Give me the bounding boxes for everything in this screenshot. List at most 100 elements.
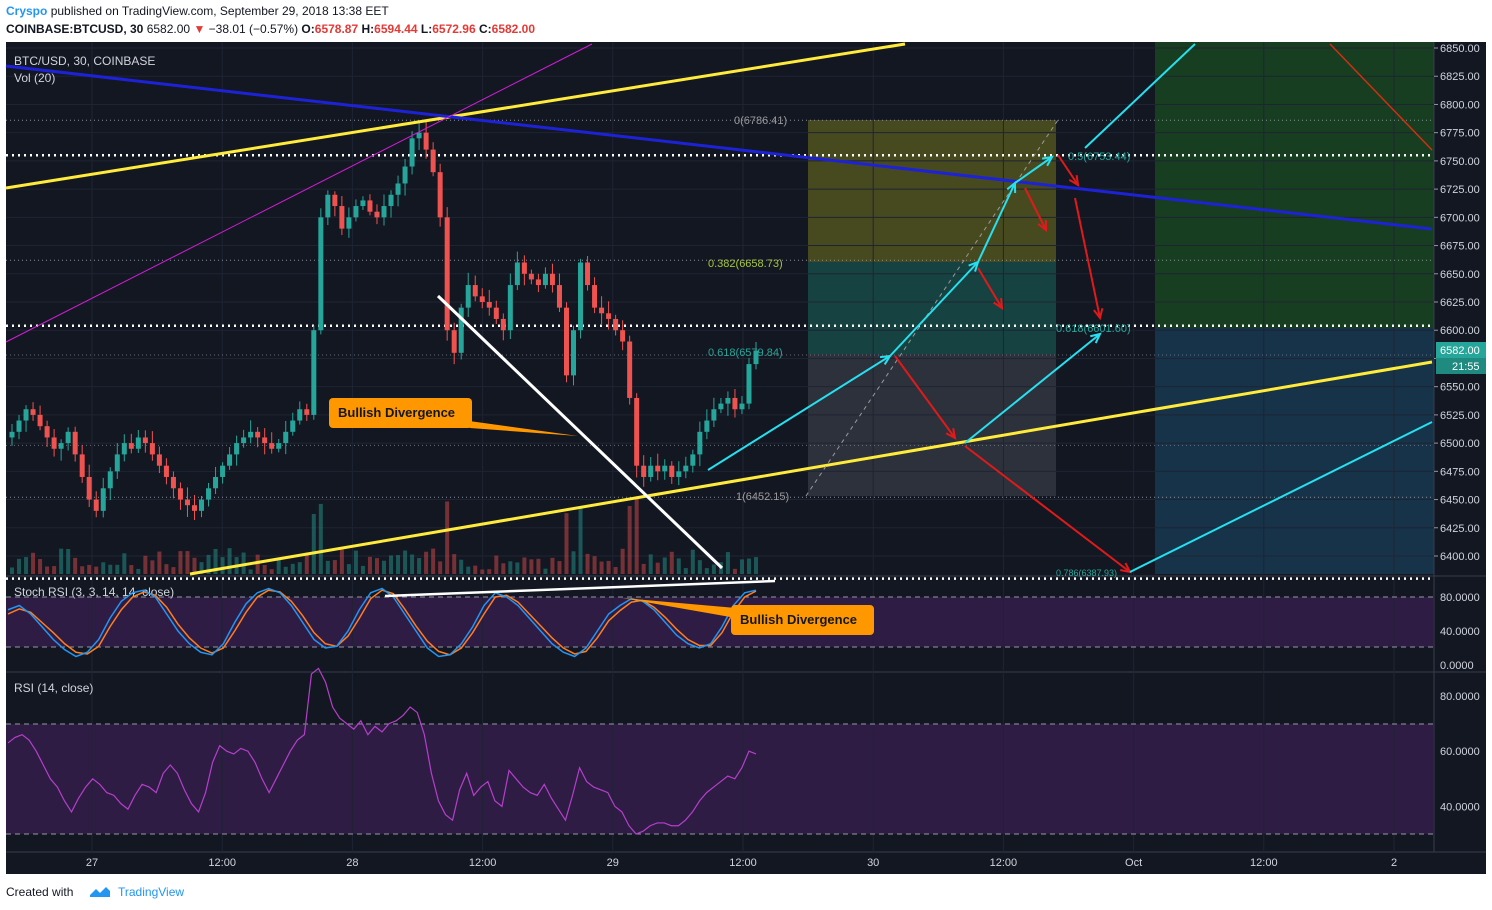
stoch-rsi-lines xyxy=(7,587,757,658)
candle-body xyxy=(297,409,303,421)
candle-body xyxy=(16,420,22,432)
volume-bar xyxy=(445,501,450,574)
volume-bar xyxy=(353,550,358,574)
candle-body xyxy=(339,206,345,229)
volume-bar xyxy=(73,557,78,574)
volume-bar xyxy=(283,566,288,574)
tradingview-link[interactable]: TradingView xyxy=(118,885,185,899)
candle-body xyxy=(79,454,85,477)
volume-bar xyxy=(248,569,253,574)
candle-body xyxy=(585,262,591,286)
time-tick-label: 28 xyxy=(346,857,358,869)
volume-bar xyxy=(389,555,394,574)
candle-body xyxy=(177,488,183,500)
candle-body xyxy=(493,307,499,319)
candle-body xyxy=(30,409,36,415)
candle-body xyxy=(739,403,745,410)
candle-body xyxy=(283,431,289,444)
volume-bar xyxy=(178,551,183,574)
price-tick-label: 6400.00 xyxy=(1440,551,1480,563)
candle-body xyxy=(381,206,387,218)
candle-body xyxy=(51,437,57,449)
price-axis[interactable]: 6850.00 6825.00 6800.00 6775.00 6750.00 6725.… xyxy=(1434,43,1480,563)
trendline-blue[interactable] xyxy=(5,64,1433,231)
time-tick-label: 12:00 xyxy=(729,857,757,869)
price-tick-label: 6450.00 xyxy=(1440,495,1480,507)
fib-label-0618b: 0.618(6601.60) xyxy=(1056,323,1131,335)
arrow-line xyxy=(964,445,1131,573)
candle-body xyxy=(44,426,50,438)
volume-bar xyxy=(17,558,22,574)
candle-body xyxy=(746,364,752,404)
volume-bar xyxy=(290,563,295,574)
candle-body xyxy=(444,217,450,331)
volume-bar xyxy=(311,513,316,574)
cyan-line-up xyxy=(1084,43,1196,149)
volume-bar xyxy=(585,553,590,574)
footer: Created with TradingView xyxy=(0,874,1492,910)
volume-bar xyxy=(655,562,660,574)
volume-bar xyxy=(732,568,737,574)
candle-body xyxy=(472,285,478,297)
volume-bar xyxy=(725,552,730,574)
candle-body xyxy=(458,307,464,353)
volume-bar xyxy=(578,507,583,574)
candle-body xyxy=(374,211,380,218)
trendline-white[interactable] xyxy=(436,294,724,570)
volume-bar xyxy=(746,558,751,574)
volume-bar xyxy=(641,563,646,574)
volume-bar xyxy=(529,559,534,574)
candle-body xyxy=(255,431,261,438)
time-axis[interactable]: 27 12:00 28 12:00 29 12:00 30 12:00 Oct 12:00 2 xyxy=(86,857,1397,869)
volume-bar xyxy=(599,561,604,574)
candle-body xyxy=(465,285,471,308)
callout-box-main[interactable] xyxy=(329,398,472,428)
projection-arrows-cyan xyxy=(707,155,1102,471)
volume-bar xyxy=(466,566,471,574)
price-tick-label: 6425.00 xyxy=(1440,523,1480,535)
callout-box-stoch[interactable] xyxy=(731,605,874,635)
candle-body xyxy=(318,217,324,331)
channel-line-magenta[interactable] xyxy=(5,43,593,343)
candle-body xyxy=(592,285,598,308)
volume-bar xyxy=(171,567,176,574)
candle-body xyxy=(114,454,120,472)
dotted-levels xyxy=(6,119,1434,580)
cyan-line-lower xyxy=(1129,421,1433,573)
candle-body xyxy=(121,443,127,455)
volume-bar xyxy=(473,565,478,574)
volume-bar xyxy=(52,566,57,574)
low-label: L: xyxy=(420,22,433,36)
candle-body xyxy=(606,313,612,319)
volume-bar xyxy=(620,548,625,574)
volume-bar xyxy=(543,568,548,574)
candle-body xyxy=(100,488,106,511)
change-value: −38.01 (−0.57%) xyxy=(208,22,299,36)
last-price-tag xyxy=(1436,342,1486,358)
volume-bar xyxy=(676,558,681,574)
candle-body xyxy=(241,437,247,444)
time-tick-label: 12:00 xyxy=(990,857,1018,869)
volume-bar xyxy=(697,560,702,574)
candle-body xyxy=(500,318,506,331)
volume-bar xyxy=(711,564,716,574)
volume-bar xyxy=(206,554,211,574)
candle-body xyxy=(107,471,113,489)
candle-body xyxy=(416,132,422,139)
arrow-head xyxy=(1037,219,1048,233)
arrow-head xyxy=(1090,332,1102,344)
volume-bar xyxy=(417,558,422,574)
candle-body xyxy=(732,397,738,410)
trendline-yellow-lower[interactable] xyxy=(189,360,1433,576)
volume-bar xyxy=(648,554,653,574)
candle-body xyxy=(128,443,134,449)
price-axis-background xyxy=(1434,42,1486,852)
candle-body xyxy=(613,318,619,331)
candle-body xyxy=(163,465,169,477)
time-tick-label: 27 xyxy=(86,857,98,869)
author-link[interactable]: Cryspo xyxy=(6,4,48,18)
candle-body xyxy=(227,454,233,466)
volume-bar xyxy=(318,503,323,574)
candle-body xyxy=(199,499,205,511)
